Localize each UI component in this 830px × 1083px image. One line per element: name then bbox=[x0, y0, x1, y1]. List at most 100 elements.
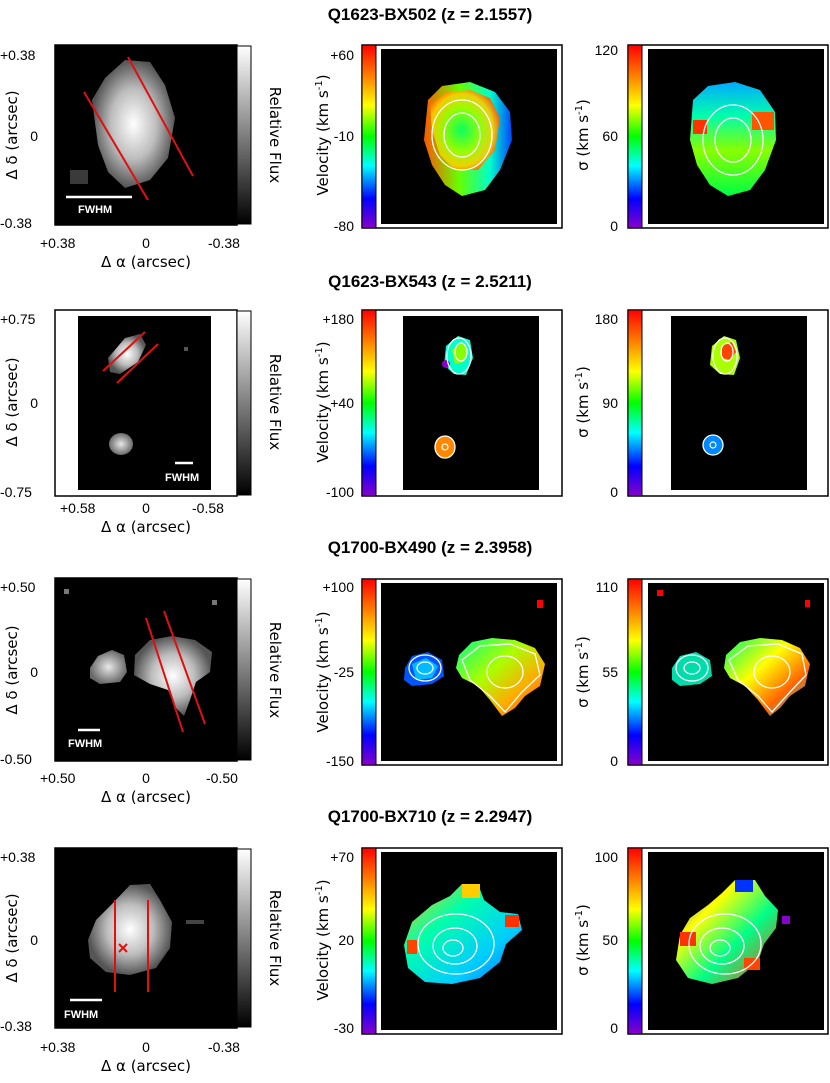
flux-xtick-right: -0.50 bbox=[206, 770, 238, 786]
flux-contour bbox=[432, 927, 478, 965]
dispersion-colorbar bbox=[627, 847, 643, 1035]
dispersion-stray-pixel bbox=[657, 590, 663, 596]
flux-ylabel: Δ δ (arcsec) bbox=[3, 625, 21, 714]
velocity-tick-bot: -100 bbox=[326, 484, 354, 500]
flux-ytick-top: +0.38 bbox=[0, 47, 36, 63]
velocity-tick-top: +60 bbox=[330, 47, 354, 63]
flux-colorbar bbox=[236, 45, 252, 225]
velocity-tick-mid: -10 bbox=[334, 128, 354, 144]
row-q1623-bx502: Q1623-BX502 (z = 2.1557) FWHM +0.38 0 -0… bbox=[0, 5, 829, 271]
dispersion-companion bbox=[703, 435, 723, 455]
fwhm-label: FWHM bbox=[68, 738, 102, 750]
velocity-red-pixels bbox=[505, 915, 519, 927]
velocity-companion-core bbox=[412, 658, 438, 680]
flux-xtick-left: +0.38 bbox=[40, 1039, 76, 1055]
dispersion-map bbox=[671, 316, 807, 490]
dispersion-field bbox=[724, 638, 810, 716]
flux-ytick-top: +0.75 bbox=[0, 311, 36, 327]
row-title: Q1700-BX710 (z = 2.2947) bbox=[328, 807, 533, 826]
flux-contour bbox=[486, 655, 524, 689]
flux-contour bbox=[683, 661, 701, 675]
flux-contour bbox=[461, 643, 541, 713]
galaxy-emission bbox=[92, 60, 175, 188]
velocity-panel: +180 +40 -100 Velocity (km s-1) bbox=[314, 309, 563, 500]
dispersion-tick-bot: 0 bbox=[610, 484, 618, 500]
flux-ylabel: Δ δ (arcsec) bbox=[3, 90, 21, 179]
flux-contour bbox=[408, 654, 442, 682]
flux-ytick-top: +0.38 bbox=[0, 849, 36, 865]
flux-ytick-mid: 0 bbox=[30, 128, 38, 144]
galaxy-emission bbox=[134, 636, 212, 716]
flux-xtick-mid: 0 bbox=[142, 1039, 150, 1055]
flux-contour bbox=[688, 913, 762, 975]
flux-xtick-right: -0.38 bbox=[208, 1039, 240, 1055]
flux-xtick-mid: 0 bbox=[142, 500, 150, 516]
faint-pixel bbox=[212, 600, 217, 605]
velocity-tick-bot: -80 bbox=[334, 218, 354, 234]
dispersion-low-pixels bbox=[735, 880, 753, 892]
flux-colorbar-label: Relative Flux bbox=[266, 87, 284, 184]
flux-xtick-mid: 0 bbox=[142, 235, 150, 251]
velocity-field-top bbox=[462, 884, 480, 898]
flux-ytick-bot: -0.75 bbox=[0, 484, 32, 500]
flux-ytick-mid: 0 bbox=[30, 395, 38, 411]
flux-contour bbox=[454, 342, 468, 362]
velocity-panel: +100 -25 -150 Velocity (km s-1) bbox=[314, 578, 563, 769]
dispersion-tick-top: 110 bbox=[596, 579, 619, 595]
row-q1623-bx543: Q1623-BX543 (z = 2.5211) FWHM +0.75 0 -0… bbox=[0, 272, 829, 536]
flux-colorbar bbox=[236, 578, 252, 761]
companion-emission bbox=[90, 650, 127, 684]
velocity-tick-mid: -25 bbox=[334, 664, 354, 680]
flux-colorbar-label: Relative Flux bbox=[266, 354, 284, 451]
flux-panel: FWHM +0.75 0 -0.75 +0.58 0 -0.58 Δ α (ar… bbox=[0, 309, 284, 536]
flux-ylabel: Δ δ (arcsec) bbox=[3, 893, 21, 982]
dispersion-tick-mid: 50 bbox=[602, 932, 618, 948]
faint-pixel bbox=[70, 170, 88, 184]
flux-panel: FWHM +0.50 0 -0.50 +0.50 0 -0.50 Δ α (ar… bbox=[0, 577, 284, 806]
flux-contour bbox=[714, 117, 752, 163]
velocity-tick-top: +100 bbox=[322, 579, 354, 595]
flux-ytick-mid: 0 bbox=[30, 932, 38, 948]
flux-contour bbox=[702, 104, 764, 176]
row-title: Q1623-BX543 (z = 2.5211) bbox=[328, 272, 532, 291]
faint-pixel bbox=[64, 589, 69, 594]
dispersion-stray-pixel bbox=[805, 600, 810, 607]
flux-colorbar bbox=[236, 848, 252, 1028]
dispersion-tick-mid: 90 bbox=[602, 395, 618, 411]
row-title: Q1700-BX490 (z = 2.3958) bbox=[328, 538, 533, 557]
dispersion-colorbar bbox=[627, 309, 643, 497]
dispersion-tick-bot: 0 bbox=[610, 1020, 618, 1036]
dispersion-colorbar bbox=[627, 578, 643, 766]
velocity-panel: +70 20 -30 Velocity (km s-1) bbox=[314, 847, 563, 1036]
dispersion-hot-pixels bbox=[752, 112, 774, 130]
dispersion-tick-mid: 60 bbox=[602, 128, 618, 144]
flux-ytick-bot: -0.38 bbox=[0, 1018, 32, 1034]
dispersion-tick-top: 180 bbox=[595, 311, 619, 327]
flux-contour bbox=[442, 939, 464, 957]
flux-contour bbox=[720, 342, 734, 362]
flux-colorbar bbox=[236, 310, 252, 496]
flux-ylabel: Δ δ (arcsec) bbox=[3, 357, 21, 446]
dispersion-colorbar bbox=[627, 44, 643, 229]
velocity-map bbox=[403, 316, 539, 490]
flux-xtick-right: -0.38 bbox=[208, 235, 240, 251]
dispersion-tick-bot: 0 bbox=[610, 218, 618, 234]
velocity-colorbar bbox=[361, 309, 377, 497]
flux-xtick-right: -0.58 bbox=[192, 500, 224, 516]
flux-contour bbox=[709, 441, 717, 449]
faint-pixel bbox=[184, 347, 188, 351]
velocity-panel: +60 -10 -80 Velocity (km s-1) bbox=[314, 44, 563, 234]
flux-xlabel: Δ α (arcsec) bbox=[101, 1057, 191, 1075]
flux-contour bbox=[431, 99, 493, 171]
flux-colorbar-label: Relative Flux bbox=[266, 622, 284, 719]
fwhm-label: FWHM bbox=[64, 1009, 98, 1021]
dispersion-ylabel: σ (km s-1) bbox=[574, 99, 592, 171]
velocity-tick-bot: -30 bbox=[334, 1020, 354, 1036]
flux-ytick-top: +0.50 bbox=[0, 579, 36, 595]
dispersion-tick-mid: 55 bbox=[602, 664, 618, 680]
flux-contour bbox=[712, 337, 738, 375]
velocity-tick-top: +180 bbox=[322, 311, 354, 327]
flux-contour bbox=[416, 661, 434, 675]
flux-contour bbox=[675, 654, 709, 682]
